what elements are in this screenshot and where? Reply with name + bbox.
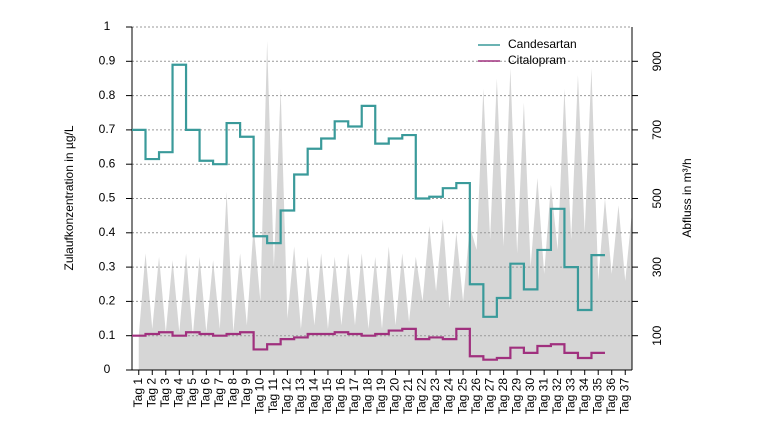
- legend-label: Candesartan: [508, 37, 577, 51]
- y2-tick-label: 300: [650, 257, 664, 277]
- x-tick-label: Tag 24: [442, 378, 456, 414]
- x-tick-label: Tag 35: [590, 378, 604, 414]
- x-tick-label: Tag 12: [280, 378, 294, 414]
- x-tick-label: Tag 18: [361, 378, 375, 414]
- series-line: [132, 63, 605, 318]
- x-tick-label: Tag 6: [198, 378, 212, 408]
- flow-area: [138, 40, 632, 370]
- x-tick-label: Tag 7: [212, 378, 226, 408]
- y-tick-label: 0.2: [99, 294, 116, 308]
- x-tick-label: Tag 36: [604, 378, 618, 414]
- x-tick-label: Tag 21: [401, 378, 415, 414]
- y-tick-label: 0.8: [99, 88, 116, 102]
- y-tick-label: 0: [104, 362, 111, 376]
- x-tick-label: Tag 29: [509, 378, 523, 414]
- x-tick-label: Tag 15: [320, 378, 334, 414]
- y2-tick-label: 700: [650, 120, 664, 140]
- x-tick-label: Tag 5: [185, 378, 199, 408]
- x-tick-label: Tag 2: [144, 378, 158, 408]
- x-tick-label: Tag 11: [266, 378, 280, 413]
- x-tick-label: Tag 22: [415, 378, 429, 414]
- x-tick-label: Tag 30: [523, 378, 537, 414]
- x-tick-label: Tag 13: [293, 378, 307, 414]
- x-tick-label: Tag 8: [226, 378, 240, 408]
- x-tick-label: Tag 17: [347, 378, 361, 414]
- y-tick-label: 1: [104, 19, 111, 33]
- y-tick-label: 0.4: [99, 225, 116, 239]
- y2-tick-label: 900: [650, 51, 664, 71]
- y-tick-label: 0.5: [99, 191, 116, 205]
- y-tick-label: 0.7: [99, 122, 116, 136]
- x-tick-label: Tag 34: [577, 378, 591, 414]
- y2-axis-label: Abfluss in m³/h: [680, 158, 694, 237]
- x-tick-label: Tag 20: [388, 378, 402, 414]
- x-tick-label: Tag 32: [550, 378, 564, 414]
- x-tick-label: Tag 26: [469, 378, 483, 414]
- y-tick-label: 0.9: [99, 53, 116, 67]
- legend-label: Citalopram: [508, 53, 566, 67]
- x-tick-label: Tag 37: [617, 378, 631, 414]
- y-tick-label: 0.1: [99, 328, 116, 342]
- y-tick-label: 0.3: [99, 259, 116, 273]
- x-tick-label: Tag 19: [374, 378, 388, 414]
- x-tick-label: Tag 31: [536, 378, 550, 414]
- x-tick-label: Tag 33: [563, 378, 577, 414]
- x-tick-label: Tag 1: [131, 378, 145, 408]
- x-tick-label: Tag 27: [482, 378, 496, 414]
- y2-tick-label: 500: [650, 188, 664, 208]
- y-axis-label: Zulaufkonzentration in µg/L: [62, 125, 76, 270]
- x-tick-label: Tag 28: [496, 378, 510, 414]
- x-tick-label: Tag 10: [253, 378, 267, 414]
- series-line: [132, 327, 605, 361]
- x-tick-label: Tag 4: [171, 378, 185, 408]
- x-tick-label: Tag 16: [334, 378, 348, 414]
- x-tick-label: Tag 9: [239, 378, 253, 408]
- x-tick-label: Tag 25: [455, 378, 469, 414]
- x-tick-label: Tag 23: [428, 378, 442, 414]
- y-tick-label: 0.6: [99, 156, 116, 170]
- y2-tick-label: 100: [650, 325, 664, 345]
- x-tick-label: Tag 14: [307, 378, 321, 414]
- x-tick-label: Tag 3: [158, 378, 172, 408]
